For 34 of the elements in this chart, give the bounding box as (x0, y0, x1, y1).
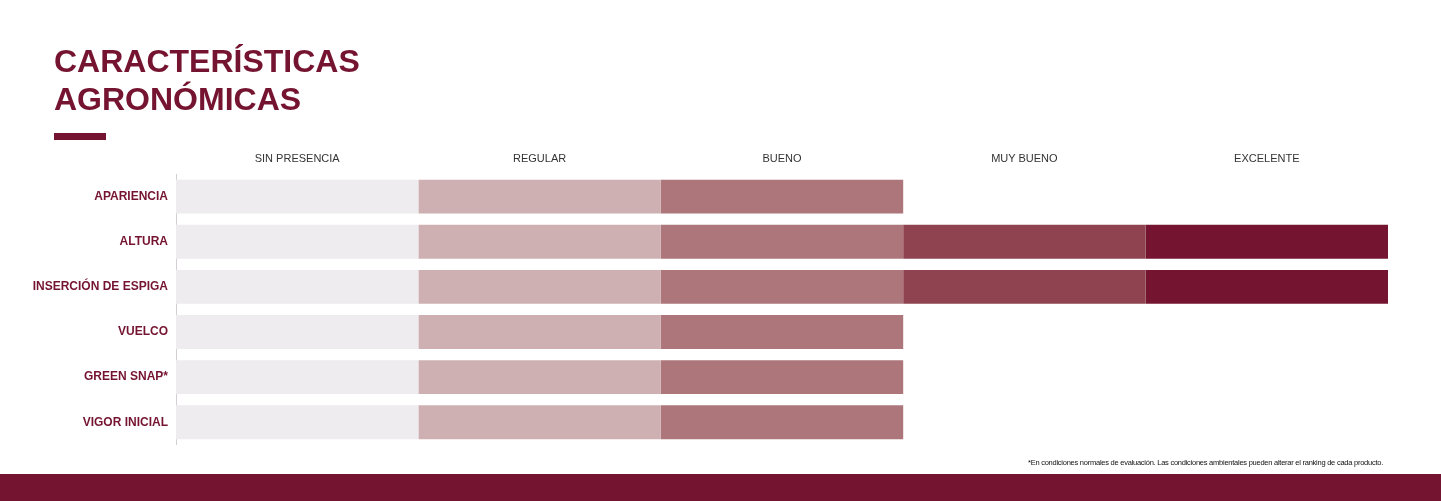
bar (176, 269, 419, 304)
y-tick-label: VIGOR INICIAL (82, 414, 168, 429)
y-tick-label: VUELCO (117, 324, 168, 339)
text: BUENO (762, 152, 802, 164)
bar (903, 269, 1146, 304)
y-tick-label: APARIENCIA (94, 188, 169, 203)
y-tick-label: GREEN SNAP* (83, 369, 169, 384)
bar (903, 224, 1146, 259)
bar (418, 269, 661, 304)
bar (176, 315, 419, 349)
bar (660, 405, 904, 440)
bar (176, 179, 419, 214)
text: SIN PRESENCIA (254, 152, 341, 164)
y-tick-label: INSERCIÓN DE ESPIGA (32, 278, 169, 294)
bar (660, 360, 904, 395)
bar (660, 315, 904, 349)
bar (1145, 269, 1388, 304)
y-tick-label: ALTURA (119, 234, 169, 249)
text: EXCELENTE (1234, 152, 1300, 164)
bar (176, 224, 419, 259)
bar (660, 224, 904, 259)
bar (418, 315, 661, 349)
text: MUY BUENO (991, 152, 1059, 164)
chart-title: CARACTERÍSTICAS AGRONÓMICAS (54, 42, 361, 118)
bar (418, 360, 661, 395)
bar (1145, 224, 1388, 259)
bar (660, 179, 904, 214)
bar (660, 269, 904, 304)
bar (418, 179, 661, 214)
bar (176, 360, 419, 395)
bar (418, 405, 661, 440)
text: REGULAR (513, 152, 567, 164)
bar (418, 224, 661, 259)
bar (176, 405, 419, 440)
